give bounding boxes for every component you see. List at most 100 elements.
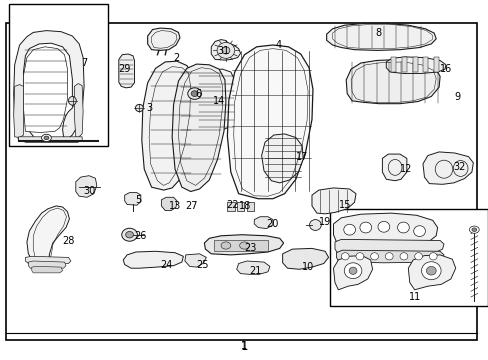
Bar — [227, 202, 234, 211]
Polygon shape — [32, 266, 62, 273]
Text: 26: 26 — [134, 231, 147, 241]
Polygon shape — [346, 59, 439, 104]
Polygon shape — [142, 61, 195, 190]
Polygon shape — [124, 193, 141, 205]
Polygon shape — [407, 255, 455, 290]
Text: 5: 5 — [135, 195, 141, 205]
Ellipse shape — [370, 253, 378, 260]
Text: 1: 1 — [240, 340, 248, 353]
Polygon shape — [184, 254, 206, 267]
Bar — [214, 240, 267, 251]
Text: 4: 4 — [275, 40, 281, 50]
Polygon shape — [333, 256, 372, 290]
Text: 25: 25 — [196, 260, 209, 270]
Text: 7: 7 — [81, 58, 87, 68]
Ellipse shape — [468, 226, 478, 233]
Text: 30: 30 — [83, 186, 96, 196]
Polygon shape — [74, 84, 83, 138]
Ellipse shape — [309, 220, 321, 230]
Ellipse shape — [344, 263, 361, 279]
Text: 11: 11 — [407, 292, 420, 302]
Ellipse shape — [343, 224, 355, 235]
Ellipse shape — [355, 253, 363, 260]
Polygon shape — [423, 57, 427, 72]
Bar — [329, 209, 487, 306]
Polygon shape — [27, 206, 69, 265]
Polygon shape — [334, 239, 443, 253]
Ellipse shape — [421, 262, 440, 280]
Polygon shape — [433, 57, 438, 72]
Ellipse shape — [348, 267, 356, 274]
Text: 18: 18 — [239, 201, 251, 211]
Polygon shape — [390, 57, 395, 72]
Text: 32: 32 — [452, 162, 465, 172]
Polygon shape — [161, 197, 177, 211]
Ellipse shape — [221, 242, 230, 249]
Ellipse shape — [41, 134, 51, 141]
Ellipse shape — [414, 253, 422, 260]
Polygon shape — [236, 261, 269, 274]
Text: 20: 20 — [266, 219, 279, 229]
Bar — [237, 202, 244, 211]
Ellipse shape — [471, 228, 476, 231]
Ellipse shape — [187, 88, 201, 99]
Bar — [246, 202, 254, 211]
Text: 21: 21 — [249, 266, 262, 276]
Polygon shape — [382, 154, 406, 181]
Polygon shape — [401, 57, 406, 72]
Text: 14: 14 — [212, 96, 225, 106]
Ellipse shape — [341, 253, 348, 260]
Text: 19: 19 — [318, 217, 331, 228]
Text: 15: 15 — [338, 200, 350, 210]
Ellipse shape — [377, 221, 389, 232]
Polygon shape — [23, 47, 67, 132]
Text: 2: 2 — [173, 53, 179, 63]
Ellipse shape — [428, 253, 436, 260]
Text: 27: 27 — [185, 201, 198, 211]
Text: 23: 23 — [244, 243, 257, 253]
Ellipse shape — [222, 47, 229, 54]
Polygon shape — [14, 85, 23, 138]
Ellipse shape — [399, 253, 407, 260]
Ellipse shape — [426, 266, 435, 275]
Polygon shape — [412, 57, 417, 72]
Ellipse shape — [135, 104, 143, 112]
Polygon shape — [211, 40, 240, 60]
Polygon shape — [25, 256, 71, 264]
Polygon shape — [204, 235, 283, 255]
Ellipse shape — [385, 253, 392, 260]
Polygon shape — [123, 251, 183, 268]
Ellipse shape — [239, 242, 249, 249]
Polygon shape — [282, 248, 328, 269]
Text: 12: 12 — [399, 164, 411, 174]
Text: 31: 31 — [216, 46, 229, 56]
Ellipse shape — [359, 222, 371, 233]
Polygon shape — [386, 57, 445, 73]
Ellipse shape — [191, 91, 198, 96]
Text: 3: 3 — [146, 103, 152, 113]
Polygon shape — [28, 261, 66, 268]
Text: 17: 17 — [295, 152, 308, 162]
Polygon shape — [76, 176, 97, 197]
Polygon shape — [119, 54, 134, 88]
Text: 16: 16 — [439, 64, 451, 74]
Text: 22: 22 — [226, 200, 239, 210]
Bar — [6, 23, 476, 340]
Ellipse shape — [397, 222, 408, 233]
Polygon shape — [14, 31, 84, 141]
Bar — [9, 4, 107, 146]
Polygon shape — [19, 137, 82, 143]
Text: 13: 13 — [168, 201, 181, 211]
Polygon shape — [333, 213, 437, 246]
Ellipse shape — [413, 226, 425, 237]
Ellipse shape — [68, 96, 76, 105]
Polygon shape — [311, 188, 355, 214]
Ellipse shape — [122, 228, 137, 241]
Text: 1: 1 — [241, 341, 247, 351]
Polygon shape — [422, 152, 472, 184]
Polygon shape — [172, 64, 225, 192]
Ellipse shape — [44, 136, 49, 140]
Ellipse shape — [217, 42, 234, 58]
Text: 10: 10 — [301, 262, 314, 272]
Text: 9: 9 — [453, 92, 459, 102]
